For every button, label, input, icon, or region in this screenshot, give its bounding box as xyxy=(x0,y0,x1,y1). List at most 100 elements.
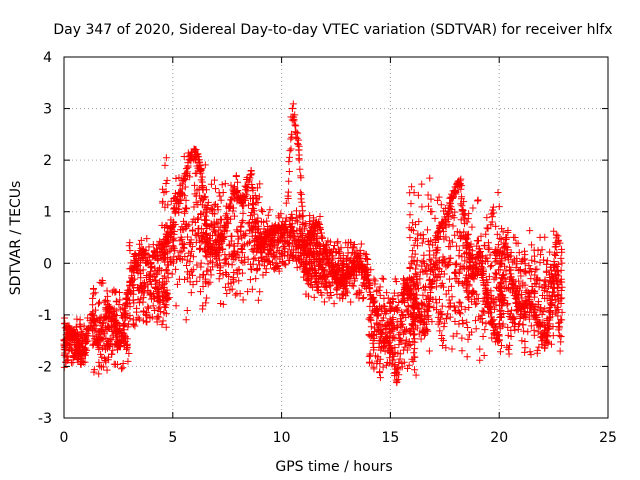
data-point xyxy=(393,304,401,312)
data-point xyxy=(514,239,522,247)
data-point xyxy=(194,229,202,237)
data-point xyxy=(554,306,562,314)
data-point xyxy=(423,320,431,328)
data-point xyxy=(461,305,469,313)
data-point xyxy=(521,260,529,268)
data-point xyxy=(405,361,413,369)
data-point xyxy=(323,289,331,297)
data-point xyxy=(112,307,120,315)
data-point xyxy=(545,292,553,300)
data-point xyxy=(549,322,557,330)
data-point xyxy=(474,197,482,205)
data-point xyxy=(162,179,170,187)
y-tick-label: 3 xyxy=(43,102,52,118)
data-point xyxy=(244,220,252,228)
data-point xyxy=(503,246,511,254)
data-point xyxy=(234,178,242,186)
data-point xyxy=(182,316,190,324)
data-point xyxy=(549,273,557,281)
data-point xyxy=(540,256,548,264)
data-point xyxy=(521,348,529,356)
data-point xyxy=(164,274,172,282)
data-point xyxy=(271,254,279,262)
data-point xyxy=(321,249,329,257)
data-point xyxy=(114,361,122,369)
data-point xyxy=(317,289,325,297)
data-point xyxy=(194,214,202,222)
data-point xyxy=(420,331,428,339)
data-point xyxy=(516,314,524,322)
data-point xyxy=(279,259,287,267)
data-point xyxy=(451,261,459,269)
data-point xyxy=(204,198,212,206)
data-point xyxy=(280,260,288,268)
data-point xyxy=(553,271,561,279)
data-point xyxy=(424,191,432,199)
data-point xyxy=(181,176,189,184)
data-point xyxy=(115,301,123,309)
data-point xyxy=(490,209,498,217)
data-point xyxy=(104,301,112,309)
data-point xyxy=(411,345,419,353)
data-point xyxy=(126,303,134,311)
data-point xyxy=(371,324,379,332)
data-point xyxy=(423,226,431,234)
data-point xyxy=(197,176,205,184)
data-point xyxy=(104,337,112,345)
data-point xyxy=(409,219,417,227)
data-point xyxy=(476,315,484,323)
data-point xyxy=(464,274,472,282)
data-point xyxy=(528,301,536,309)
data-point xyxy=(419,291,427,299)
data-point xyxy=(344,238,352,246)
data-point xyxy=(499,228,507,236)
data-point xyxy=(492,222,500,230)
data-point xyxy=(126,281,134,289)
data-point xyxy=(223,254,231,262)
data-point xyxy=(455,320,463,328)
data-point xyxy=(240,193,248,201)
data-point xyxy=(252,219,260,227)
data-point xyxy=(195,225,203,233)
data-point xyxy=(347,264,355,272)
axes: 0 5 10 15 20 25 -3 -2 -1 0 1 2 3 4 xyxy=(38,50,617,446)
data-point xyxy=(405,274,413,282)
data-point xyxy=(180,240,188,248)
data-point xyxy=(238,218,246,226)
data-point xyxy=(378,331,386,339)
data-point xyxy=(246,212,254,220)
data-point xyxy=(510,315,518,323)
x-tick-label: 10 xyxy=(273,430,291,446)
data-point xyxy=(465,304,473,312)
data-point xyxy=(465,243,473,251)
data-point xyxy=(479,276,487,284)
data-point xyxy=(434,196,442,204)
data-point xyxy=(305,250,313,258)
data-point xyxy=(129,296,137,304)
data-point xyxy=(138,249,146,257)
data-point xyxy=(413,300,421,308)
data-point xyxy=(144,303,152,311)
data-point xyxy=(355,287,363,295)
data-point xyxy=(62,358,70,366)
data-point xyxy=(426,174,434,182)
data-point xyxy=(492,301,500,309)
data-point xyxy=(194,201,202,209)
data-point xyxy=(286,153,294,161)
data-point xyxy=(452,270,460,278)
data-point xyxy=(366,315,374,323)
data-point xyxy=(196,245,204,253)
data-point xyxy=(237,245,245,253)
data-point xyxy=(189,266,197,274)
data-point xyxy=(184,274,192,282)
data-point xyxy=(410,349,418,357)
data-point xyxy=(502,234,510,241)
data-point xyxy=(526,265,534,273)
data-point xyxy=(545,271,553,279)
data-point xyxy=(147,290,155,298)
data-point xyxy=(367,323,375,331)
data-point xyxy=(463,278,471,286)
data-point xyxy=(499,299,507,307)
data-point xyxy=(81,345,89,353)
x-tick-label: 15 xyxy=(381,430,399,446)
